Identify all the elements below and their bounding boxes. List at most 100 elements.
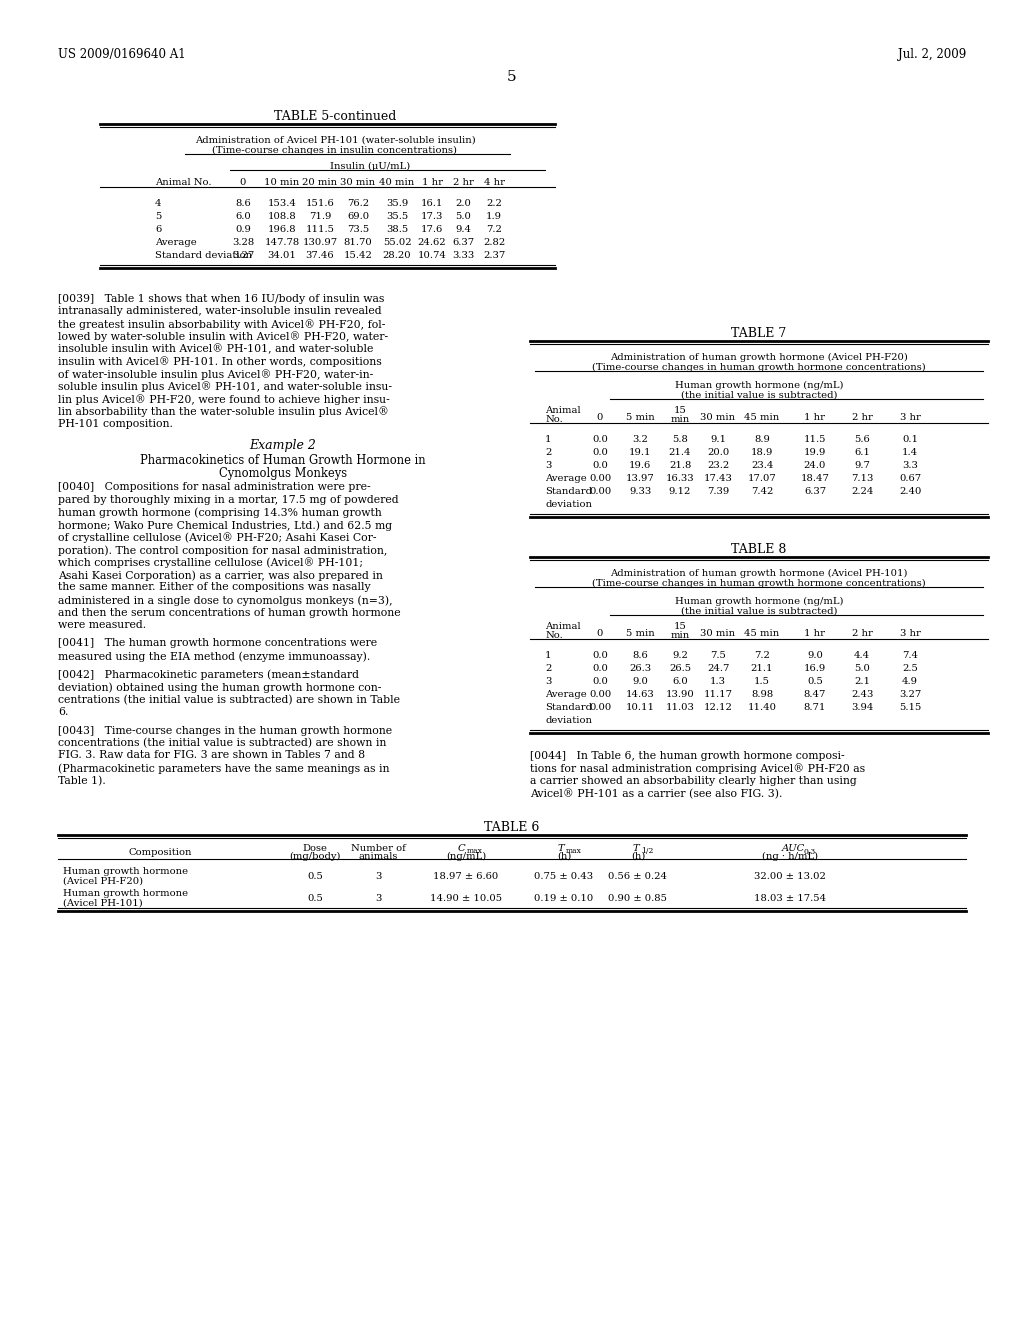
Text: 5: 5 [507,70,517,84]
Text: 0,3: 0,3 [804,847,816,855]
Text: [0040]   Compositions for nasal administration were pre-: [0040] Compositions for nasal administra… [58,483,371,492]
Text: 14.90 ± 10.05: 14.90 ± 10.05 [430,894,502,903]
Text: 2: 2 [545,664,551,673]
Text: US 2009/0169640 A1: US 2009/0169640 A1 [58,48,185,61]
Text: 3: 3 [375,873,381,880]
Text: 10 min: 10 min [264,178,300,187]
Text: 3.27: 3.27 [899,690,922,700]
Text: animals: animals [358,851,397,861]
Text: 9.4: 9.4 [455,224,471,234]
Text: 18.03 ± 17.54: 18.03 ± 17.54 [754,894,826,903]
Text: (Pharmacokinetic parameters have the same meanings as in: (Pharmacokinetic parameters have the sam… [58,763,389,774]
Text: 2.1: 2.1 [854,677,870,686]
Text: 7.2: 7.2 [754,651,770,660]
Text: TABLE 6: TABLE 6 [484,821,540,834]
Text: 3.94: 3.94 [851,704,873,711]
Text: 15: 15 [674,407,686,414]
Text: Table 1).: Table 1). [58,776,105,785]
Text: 13.97: 13.97 [626,474,654,483]
Text: Human growth hormone: Human growth hormone [63,888,188,898]
Text: 30 min: 30 min [700,413,735,422]
Text: 0.1: 0.1 [902,436,918,444]
Text: 24.0: 24.0 [804,461,826,470]
Text: T: T [558,843,564,853]
Text: 18.97 ± 6.60: 18.97 ± 6.60 [433,873,499,880]
Text: 13.90: 13.90 [666,690,694,700]
Text: 147.78: 147.78 [264,238,300,247]
Text: 9.33: 9.33 [629,487,651,496]
Text: 8.47: 8.47 [804,690,826,700]
Text: 3.33: 3.33 [452,251,474,260]
Text: 2 hr: 2 hr [852,413,872,422]
Text: Human growth hormone (ng/mL): Human growth hormone (ng/mL) [675,381,843,391]
Text: FIG. 3. Raw data for FIG. 3 are shown in Tables 7 and 8: FIG. 3. Raw data for FIG. 3 are shown in… [58,751,366,760]
Text: 0.19 ± 0.10: 0.19 ± 0.10 [535,894,594,903]
Text: 9.2: 9.2 [672,651,688,660]
Text: 12.12: 12.12 [703,704,732,711]
Text: 1: 1 [545,651,552,660]
Text: 151.6: 151.6 [305,199,335,209]
Text: 2 hr: 2 hr [852,630,872,638]
Text: max: max [566,847,582,855]
Text: 130.97: 130.97 [302,238,338,247]
Text: (mg/body): (mg/body) [289,851,341,861]
Text: 9.0: 9.0 [632,677,648,686]
Text: 5.0: 5.0 [854,664,870,673]
Text: 35.9: 35.9 [386,199,409,209]
Text: [0041]   The human growth hormone concentrations were: [0041] The human growth hormone concentr… [58,639,377,648]
Text: insoluble insulin with Avicel® PH-101, and water-soluble: insoluble insulin with Avicel® PH-101, a… [58,345,374,355]
Text: 6: 6 [155,224,161,234]
Text: 2.37: 2.37 [483,251,505,260]
Text: 0.0: 0.0 [592,651,608,660]
Text: 2.40: 2.40 [899,487,922,496]
Text: 32.00 ± 13.02: 32.00 ± 13.02 [754,873,826,880]
Text: 3.2: 3.2 [632,436,648,444]
Text: Animal: Animal [545,622,581,631]
Text: 2.43: 2.43 [851,690,873,700]
Text: 45 min: 45 min [744,413,779,422]
Text: 196.8: 196.8 [267,224,296,234]
Text: 17.07: 17.07 [748,474,776,483]
Text: Administration of human growth hormone (Avicel PH-101): Administration of human growth hormone (… [610,569,907,578]
Text: 7.42: 7.42 [751,487,773,496]
Text: 37.46: 37.46 [306,251,334,260]
Text: 11.03: 11.03 [666,704,694,711]
Text: 1 hr: 1 hr [805,413,825,422]
Text: 3.27: 3.27 [231,251,254,260]
Text: 15.42: 15.42 [344,251,373,260]
Text: deviation: deviation [545,500,592,510]
Text: 9.12: 9.12 [669,487,691,496]
Text: 0.67: 0.67 [899,474,921,483]
Text: [0039]   Table 1 shows that when 16 IU/body of insulin was: [0039] Table 1 shows that when 16 IU/bod… [58,294,384,304]
Text: of water-insoluble insulin plus Avicel® PH-F20, water-in-: of water-insoluble insulin plus Avicel® … [58,370,374,380]
Text: No.: No. [545,414,563,424]
Text: Average: Average [155,238,197,247]
Text: [0042]   Pharmacokinetic parameters (mean±standard: [0042] Pharmacokinetic parameters (mean±… [58,669,359,680]
Text: 16.33: 16.33 [666,474,694,483]
Text: 71.9: 71.9 [309,213,331,220]
Text: T: T [633,843,640,853]
Text: 30 min: 30 min [700,630,735,638]
Text: 3: 3 [545,461,551,470]
Text: 28.20: 28.20 [383,251,412,260]
Text: lin absorbability than the water-soluble insulin plus Avicel®: lin absorbability than the water-soluble… [58,407,389,417]
Text: 7.39: 7.39 [707,487,729,496]
Text: 45 min: 45 min [744,630,779,638]
Text: 8.6: 8.6 [236,199,251,209]
Text: (ng · h/mL): (ng · h/mL) [762,851,818,861]
Text: 5.8: 5.8 [672,436,688,444]
Text: 2.0: 2.0 [455,199,471,209]
Text: Example 2: Example 2 [250,440,316,453]
Text: intranasally administered, water-insoluble insulin revealed: intranasally administered, water-insolub… [58,306,382,317]
Text: 15: 15 [674,622,686,631]
Text: 9.0: 9.0 [807,651,823,660]
Text: (h): (h) [631,851,645,861]
Text: deviation) obtained using the human growth hormone con-: deviation) obtained using the human grow… [58,682,381,693]
Text: (Time-course changes in human growth hormone concentrations): (Time-course changes in human growth hor… [592,579,926,589]
Text: 8.9: 8.9 [754,436,770,444]
Text: 0: 0 [240,178,246,187]
Text: a carrier showed an absorbability clearly higher than using: a carrier showed an absorbability clearl… [530,776,857,785]
Text: 153.4: 153.4 [267,199,296,209]
Text: 0.5: 0.5 [307,873,323,880]
Text: 5.0: 5.0 [455,213,471,220]
